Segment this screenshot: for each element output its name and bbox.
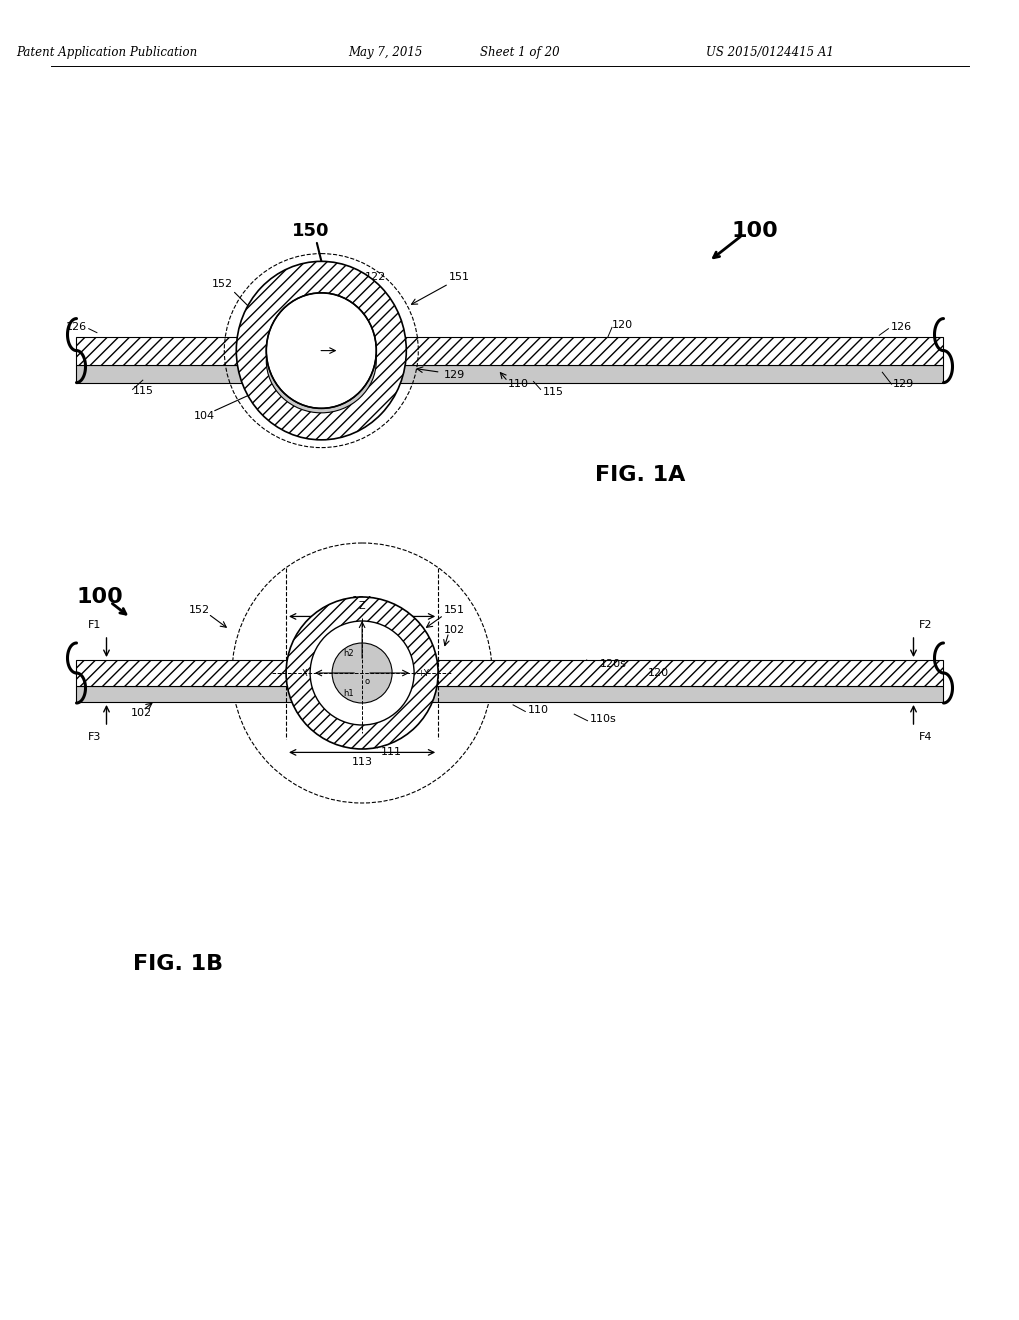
Text: 122: 122 <box>399 634 421 644</box>
Text: 129: 129 <box>443 370 465 380</box>
Ellipse shape <box>310 620 414 725</box>
Text: 120: 120 <box>611 319 633 330</box>
Text: 110: 110 <box>507 379 529 389</box>
Bar <box>76 364 271 383</box>
Ellipse shape <box>266 309 376 413</box>
Text: 150: 150 <box>292 222 329 240</box>
Text: 100: 100 <box>76 586 123 607</box>
Text: F1: F1 <box>88 620 101 630</box>
Text: 126: 126 <box>65 322 87 333</box>
Text: 120s: 120s <box>599 659 626 669</box>
Text: Z: Z <box>359 601 365 611</box>
Text: 129: 129 <box>892 379 913 389</box>
Text: 102: 102 <box>130 708 152 718</box>
Text: FIG. 1B: FIG. 1B <box>133 953 223 974</box>
Text: 104: 104 <box>194 411 214 421</box>
Text: Patent Application Publication: Patent Application Publication <box>16 46 198 59</box>
Text: o: o <box>364 676 369 685</box>
Text: 110s: 110s <box>589 714 615 725</box>
Text: 110: 110 <box>527 705 548 715</box>
Bar <box>76 337 271 364</box>
Text: X: X <box>301 668 307 677</box>
Text: h1: h1 <box>343 689 354 697</box>
Text: US 2015/0124415 A1: US 2015/0124415 A1 <box>705 46 834 59</box>
Ellipse shape <box>332 643 391 704</box>
Text: +Y: +Y <box>417 668 429 677</box>
Text: 111: 111 <box>380 747 401 758</box>
Text: F2: F2 <box>918 620 931 630</box>
Text: F4: F4 <box>918 733 931 742</box>
Ellipse shape <box>285 597 438 748</box>
Ellipse shape <box>266 293 376 408</box>
Text: 152: 152 <box>212 279 232 289</box>
Bar <box>76 686 318 702</box>
Text: 152: 152 <box>189 605 209 615</box>
Text: 126: 126 <box>890 322 911 333</box>
Text: 120: 120 <box>647 668 668 678</box>
Text: F3: F3 <box>88 733 101 742</box>
Bar <box>406 660 943 686</box>
Text: FIG. 1A: FIG. 1A <box>595 465 685 486</box>
Text: 124: 124 <box>352 597 372 606</box>
Text: May 7, 2015: May 7, 2015 <box>348 46 422 59</box>
Text: 100: 100 <box>731 220 777 242</box>
Text: 102: 102 <box>443 624 465 635</box>
Text: 195: 195 <box>321 638 341 648</box>
Text: 122: 122 <box>365 272 385 282</box>
Text: h2: h2 <box>343 648 354 657</box>
Text: 151: 151 <box>448 272 469 282</box>
Text: 111: 111 <box>282 420 303 430</box>
Text: 115: 115 <box>132 385 154 396</box>
Text: 115: 115 <box>542 387 564 397</box>
Bar <box>371 364 943 383</box>
Text: Sheet 1 of 20: Sheet 1 of 20 <box>480 46 559 59</box>
Text: 113: 113 <box>352 758 372 767</box>
Ellipse shape <box>236 261 406 440</box>
Bar <box>76 660 318 686</box>
Bar <box>406 686 943 702</box>
Bar <box>371 337 943 364</box>
Text: 151: 151 <box>443 605 464 615</box>
